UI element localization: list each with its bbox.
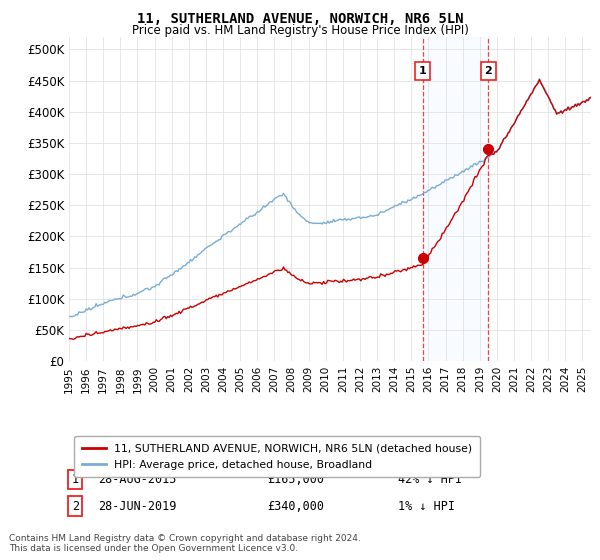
Text: 28-AUG-2015: 28-AUG-2015	[98, 473, 176, 486]
Text: £165,000: £165,000	[268, 473, 325, 486]
Text: £340,000: £340,000	[268, 500, 325, 512]
Text: 11, SUTHERLAND AVENUE, NORWICH, NR6 5LN: 11, SUTHERLAND AVENUE, NORWICH, NR6 5LN	[137, 12, 463, 26]
Text: 1% ↓ HPI: 1% ↓ HPI	[398, 500, 455, 512]
Text: 1: 1	[419, 66, 427, 76]
Text: 1: 1	[72, 473, 79, 486]
Text: Price paid vs. HM Land Registry's House Price Index (HPI): Price paid vs. HM Land Registry's House …	[131, 24, 469, 37]
Legend: 11, SUTHERLAND AVENUE, NORWICH, NR6 5LN (detached house), HPI: Average price, de: 11, SUTHERLAND AVENUE, NORWICH, NR6 5LN …	[74, 436, 480, 478]
Text: Contains HM Land Registry data © Crown copyright and database right 2024.
This d: Contains HM Land Registry data © Crown c…	[9, 534, 361, 553]
Text: 42% ↓ HPI: 42% ↓ HPI	[398, 473, 462, 486]
Bar	[423, 37, 488, 361]
Text: 2: 2	[484, 66, 492, 76]
Text: 28-JUN-2019: 28-JUN-2019	[98, 500, 176, 512]
Text: 2: 2	[72, 500, 79, 512]
